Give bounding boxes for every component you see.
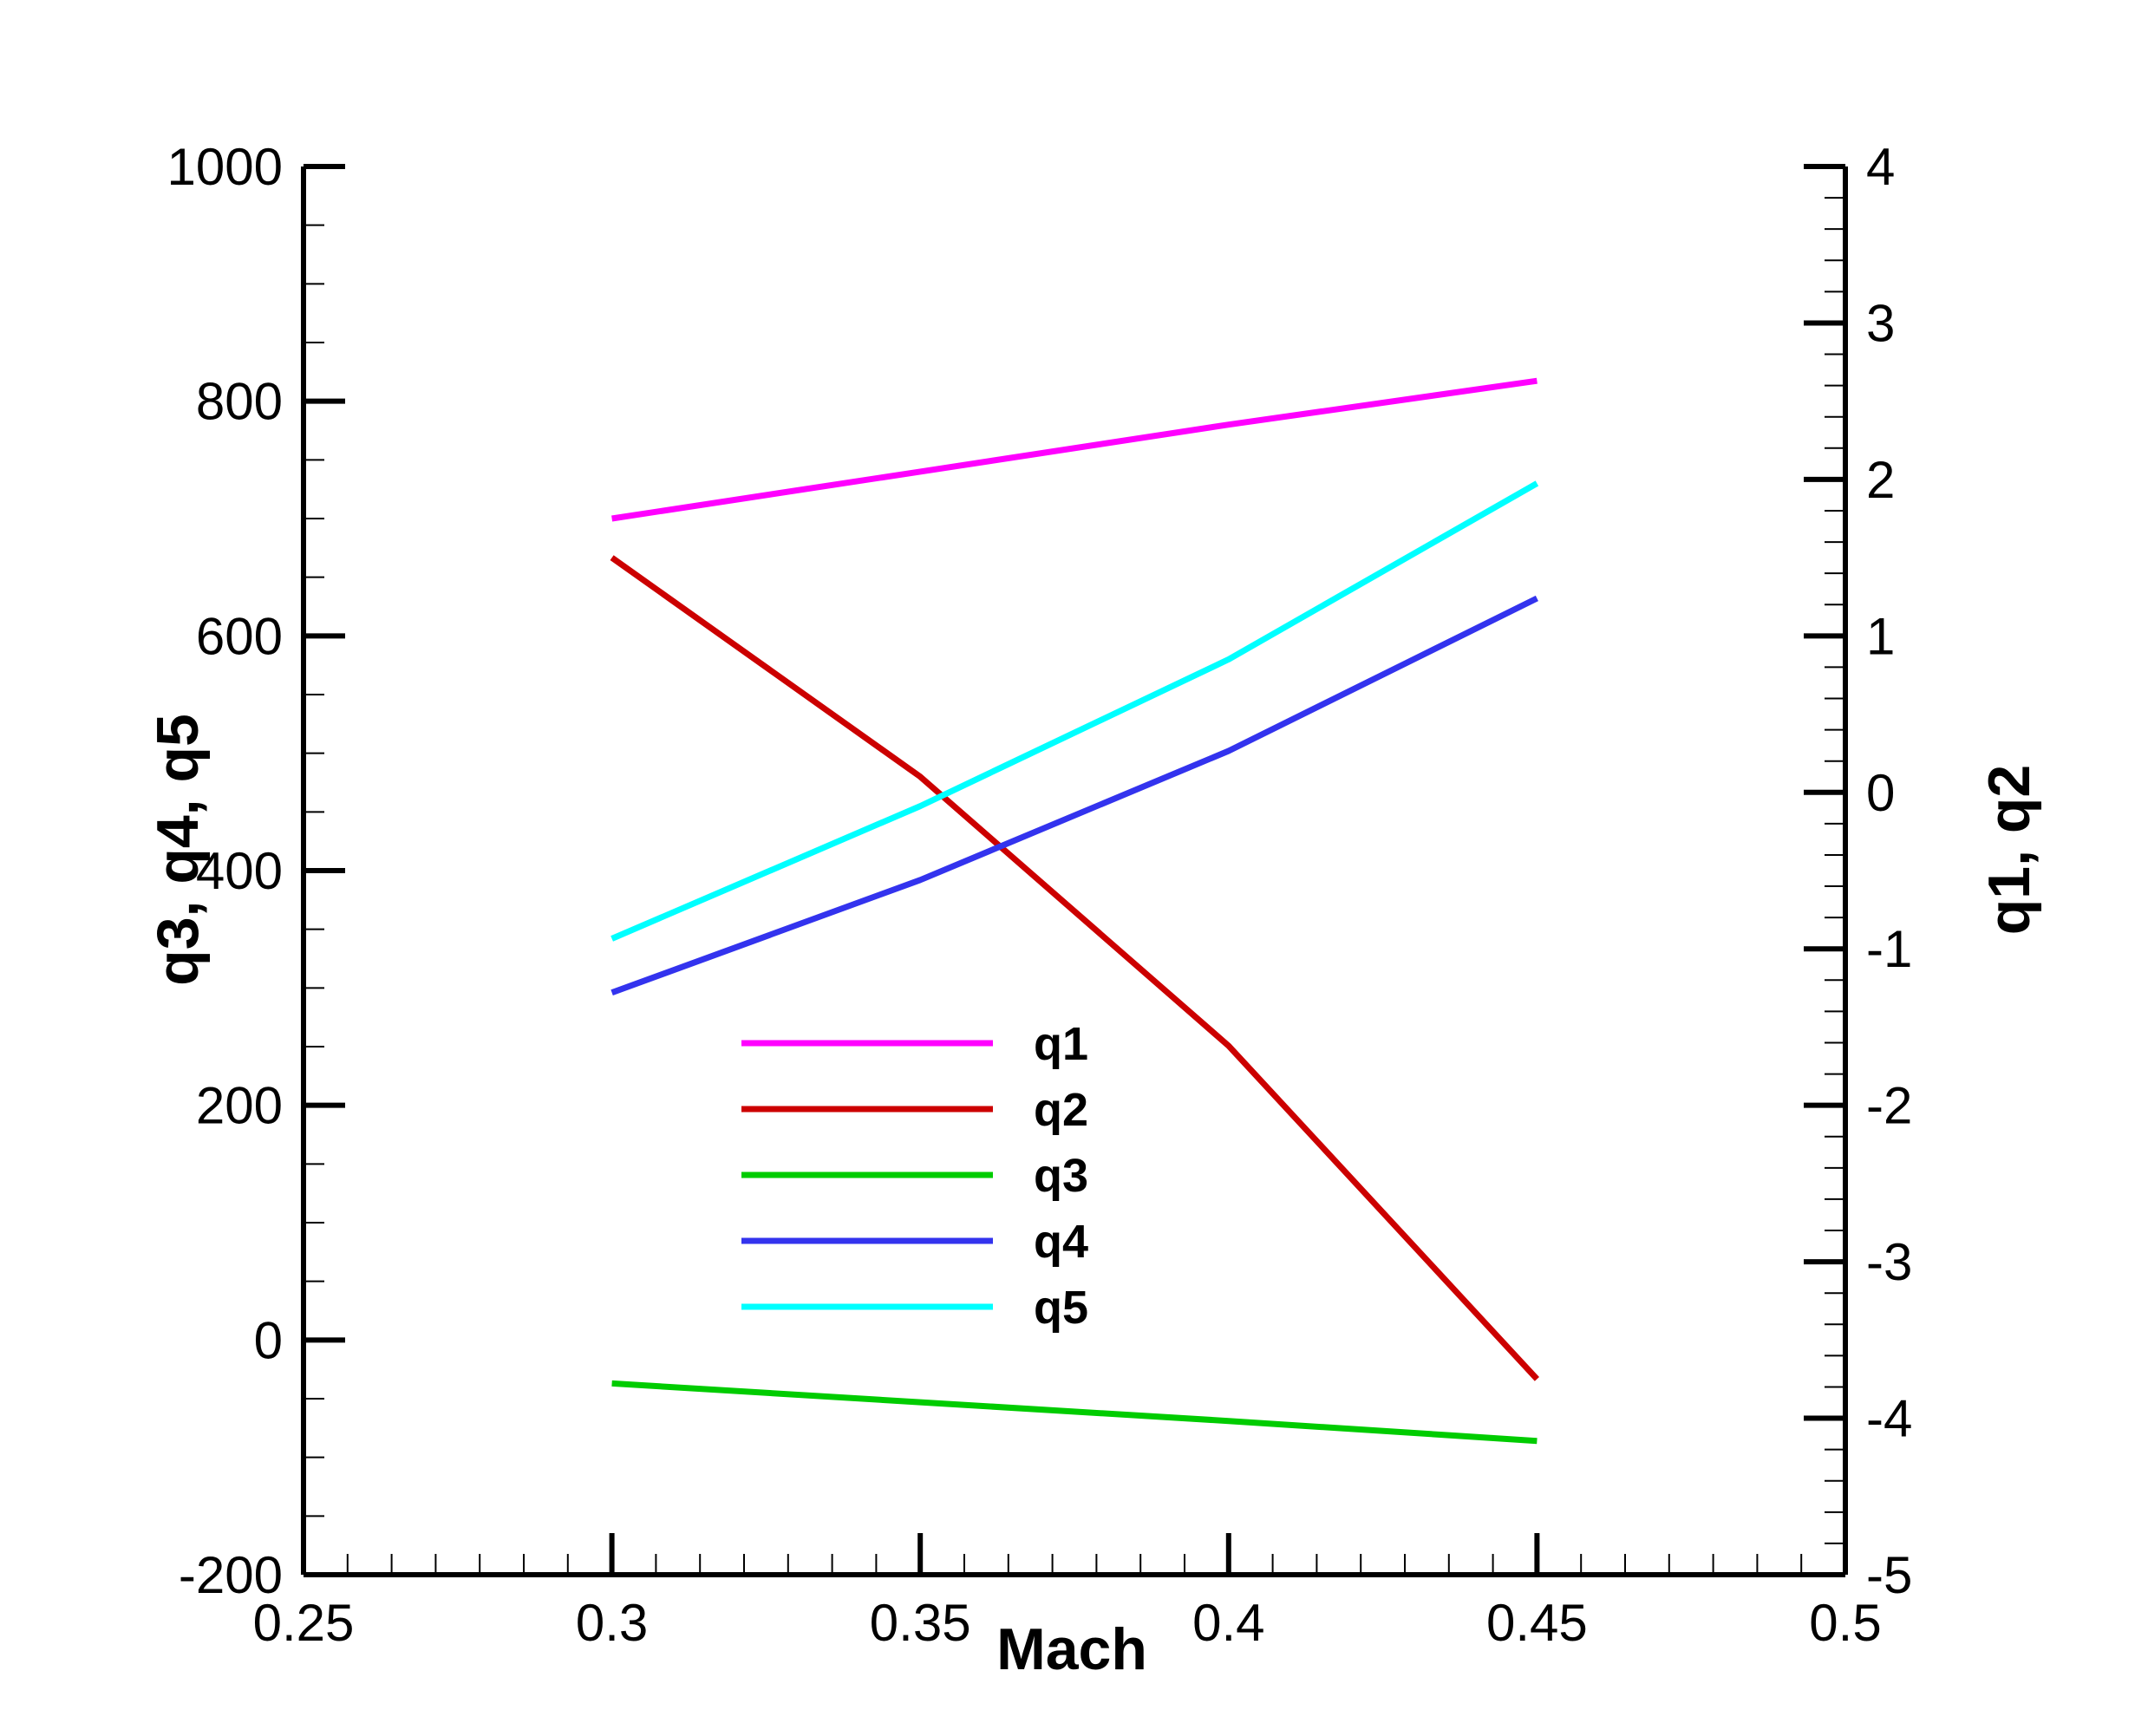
right-y-tick-label: -1: [1866, 920, 1912, 978]
right-y-tick-label: -2: [1866, 1077, 1912, 1135]
legend-label-q1: q1: [1034, 1018, 1088, 1070]
x-axis-title: Mach: [996, 1616, 1147, 1682]
left-y-tick-label: 600: [196, 607, 283, 665]
series-line-q4: [610, 595, 1538, 995]
left-y-tick-label: 0: [254, 1311, 283, 1369]
series-line-q3: [611, 1380, 1538, 1445]
left-y-axis-title: q3, q4, q5: [145, 714, 211, 986]
x-tick-label: 0.5: [1809, 1594, 1881, 1652]
x-tick-label: 0.35: [870, 1594, 971, 1652]
x-tick-label: 0.3: [576, 1594, 648, 1652]
left-y-tick-label: 1000: [167, 138, 283, 196]
x-tick-label: 0.4: [1192, 1594, 1264, 1652]
right-y-tick-label: 0: [1866, 764, 1895, 822]
right-y-tick-label: -4: [1866, 1390, 1912, 1448]
legend: q1 q2 q3 q4 q5: [741, 1018, 1088, 1334]
right-y-tick-label: -3: [1866, 1233, 1912, 1291]
right-y-tick-label: -5: [1866, 1546, 1912, 1604]
series-layer: [610, 377, 1539, 1445]
right-y-axis-title: q1, q2: [1976, 765, 2042, 936]
x-tick-label: 0.45: [1486, 1594, 1588, 1652]
left-y-tick-label: -200: [179, 1546, 283, 1604]
x-tick-label: 0.25: [253, 1594, 355, 1652]
legend-label-q2: q2: [1034, 1084, 1088, 1136]
legend-label-q3: q3: [1034, 1150, 1088, 1202]
legend-label-q4: q4: [1034, 1216, 1088, 1268]
left-y-tick-label: 400: [196, 842, 283, 900]
series-line-q2: [610, 555, 1539, 1381]
series-line-q1: [611, 377, 1538, 522]
right-y-tick-label: 1: [1866, 607, 1895, 665]
series-line-q5: [610, 480, 1539, 942]
legend-label-q5: q5: [1034, 1282, 1088, 1334]
right-y-tick-label: 4: [1866, 138, 1895, 196]
axes-layer: 0.25 0.3 0.35 0.4 0.45 0.5-200020040060080010…: [167, 138, 1913, 1652]
left-y-tick-label: 800: [196, 373, 283, 431]
right-y-tick-label: 3: [1866, 294, 1895, 352]
left-y-tick-label: 200: [196, 1077, 283, 1135]
right-y-tick-label: 2: [1866, 451, 1895, 509]
